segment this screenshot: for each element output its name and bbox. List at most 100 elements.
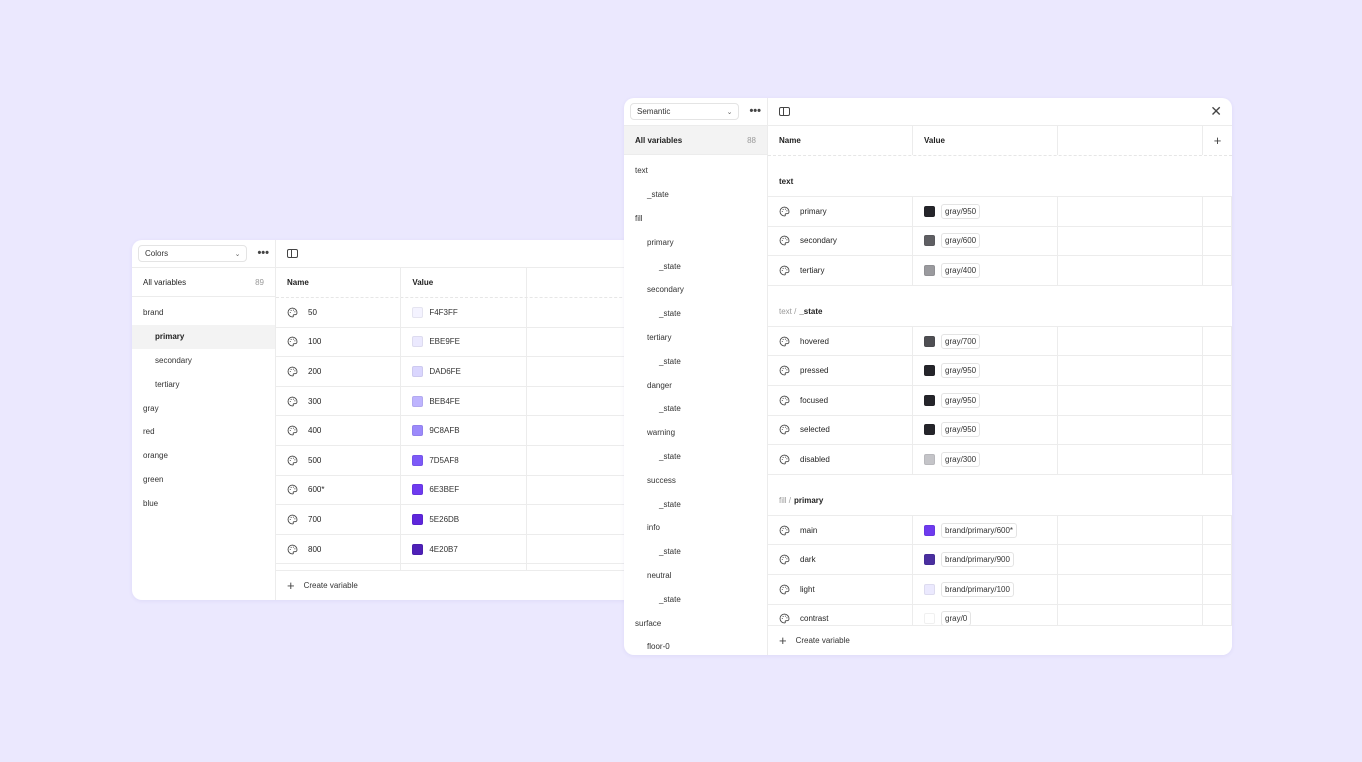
- table-row[interactable]: 800 4E20B7: [276, 534, 652, 565]
- toggle-sidebar-icon[interactable]: [287, 249, 298, 258]
- tree-item[interactable]: _state: [624, 397, 767, 421]
- table-row[interactable]: secondary gray/600: [768, 226, 1232, 257]
- color-swatch[interactable]: [924, 394, 935, 406]
- table-row[interactable]: 700 5E26DB: [276, 505, 652, 535]
- tree-item[interactable]: danger: [624, 373, 767, 397]
- variable-name[interactable]: 200: [308, 366, 322, 376]
- color-swatch[interactable]: [412, 513, 424, 525]
- tree-item[interactable]: orange: [132, 444, 275, 468]
- close-icon[interactable]: ✕: [1210, 103, 1222, 119]
- value-cell[interactable]: brand/primary/600*: [913, 515, 1058, 545]
- variable-name[interactable]: hovered: [800, 336, 829, 346]
- variable-name[interactable]: pressed: [800, 366, 829, 376]
- color-swatch[interactable]: [412, 484, 424, 496]
- color-swatch[interactable]: [924, 453, 935, 465]
- value-cell[interactable]: 6E3BEF: [401, 475, 527, 505]
- variable-name[interactable]: dark: [800, 555, 816, 565]
- tree-item[interactable]: _state: [624, 540, 767, 564]
- value-cell[interactable]: gray/300: [913, 445, 1058, 474]
- variable-name[interactable]: disabled: [800, 454, 830, 464]
- color-swatch[interactable]: [924, 205, 935, 217]
- tree-item[interactable]: green: [132, 468, 275, 492]
- tree-item[interactable]: success: [624, 468, 767, 492]
- value-cell[interactable]: 7D5AF8: [401, 445, 527, 475]
- tree-item[interactable]: _state: [624, 349, 767, 373]
- table-row[interactable]: dark brand/primary/900: [768, 545, 1232, 575]
- color-swatch[interactable]: [924, 613, 935, 625]
- table-row[interactable]: pressed gray/950: [768, 356, 1232, 386]
- tree-item[interactable]: secondary: [624, 278, 767, 302]
- color-swatch[interactable]: [412, 365, 424, 377]
- toggle-sidebar-icon[interactable]: [779, 107, 790, 116]
- value-cell[interactable]: brand/primary/100: [913, 574, 1058, 604]
- color-swatch[interactable]: [412, 395, 424, 407]
- tree-item[interactable]: fill: [624, 207, 767, 231]
- variable-name[interactable]: contrast: [800, 614, 829, 624]
- table-row[interactable]: light brand/primary/100: [768, 574, 1232, 605]
- table-row[interactable]: tertiary gray/400: [768, 256, 1232, 286]
- table-row[interactable]: 200 DAD6FE: [276, 357, 652, 387]
- tree-item[interactable]: tertiary: [624, 326, 767, 350]
- color-swatch[interactable]: [412, 543, 424, 555]
- variable-name[interactable]: main: [800, 525, 818, 535]
- variable-name[interactable]: 700: [308, 514, 322, 524]
- table-row[interactable]: 100 EBE9FE: [276, 327, 652, 358]
- value-cell[interactable]: EBE9FE: [401, 327, 527, 357]
- value-cell[interactable]: 9C8AFB: [401, 416, 527, 445]
- table-row[interactable]: selected gray/950: [768, 415, 1232, 446]
- table-row[interactable]: 600* 6E3BEF: [276, 475, 652, 506]
- tree-item[interactable]: warning: [624, 421, 767, 445]
- tree-item[interactable]: floor-0: [624, 635, 767, 655]
- variable-name[interactable]: 400: [308, 426, 322, 436]
- value-cell[interactable]: gray/950: [913, 385, 1058, 415]
- tree-item[interactable]: brand: [132, 301, 275, 325]
- color-swatch[interactable]: [924, 365, 935, 377]
- tree-item[interactable]: red: [132, 420, 275, 444]
- variable-name[interactable]: light: [800, 584, 815, 594]
- tree-item[interactable]: primary: [624, 230, 767, 254]
- table-row[interactable]: 500 7D5AF8: [276, 445, 652, 476]
- value-cell[interactable]: 5E26DB: [401, 505, 527, 534]
- color-swatch[interactable]: [924, 583, 935, 595]
- more-options-icon[interactable]: •••: [749, 105, 761, 117]
- tree-item[interactable]: primary: [132, 324, 275, 349]
- table-row[interactable]: 400 9C8AFB: [276, 416, 652, 446]
- variable-name[interactable]: secondary: [800, 236, 837, 246]
- collection-select[interactable]: Colors ⌄: [138, 245, 248, 262]
- color-swatch[interactable]: [412, 336, 424, 348]
- all-variables-item[interactable]: All variables 88: [624, 126, 767, 155]
- color-swatch[interactable]: [924, 424, 935, 436]
- value-cell[interactable]: 4E20B7: [401, 534, 527, 564]
- table-row[interactable]: disabled gray/300: [768, 445, 1232, 475]
- color-swatch[interactable]: [924, 264, 935, 276]
- tree-item[interactable]: surface: [624, 611, 767, 635]
- tree-item[interactable]: neutral: [624, 564, 767, 588]
- more-options-icon[interactable]: •••: [257, 247, 269, 259]
- table-row[interactable]: primary gray/950: [768, 197, 1232, 227]
- tree-item[interactable]: text: [624, 159, 767, 183]
- value-cell[interactable]: brand/primary/900: [913, 545, 1058, 574]
- variable-name[interactable]: primary: [800, 206, 827, 216]
- tree-item[interactable]: _state: [624, 492, 767, 516]
- all-variables-item[interactable]: All variables 89: [132, 268, 275, 297]
- value-cell[interactable]: gray/950: [913, 197, 1058, 226]
- table-row[interactable]: contrast gray/0: [768, 604, 1232, 625]
- value-cell[interactable]: gray/950: [913, 356, 1058, 385]
- tree-item[interactable]: _state: [624, 445, 767, 469]
- variable-name[interactable]: 800: [308, 544, 322, 554]
- create-variable-button[interactable]: + Create variable: [768, 625, 1232, 655]
- tree-item[interactable]: _state: [624, 183, 767, 207]
- table-row[interactable]: 50 F4F3FF: [276, 298, 652, 328]
- table-row[interactable]: focused gray/950: [768, 385, 1232, 416]
- value-cell[interactable]: gray/0: [913, 604, 1058, 625]
- table-row[interactable]: main brand/primary/600*: [768, 515, 1232, 546]
- variable-name[interactable]: 50: [308, 307, 317, 317]
- add-mode-button[interactable]: +: [1213, 133, 1222, 148]
- color-swatch[interactable]: [412, 454, 424, 466]
- variable-name[interactable]: selected: [800, 425, 830, 435]
- variable-name[interactable]: tertiary: [800, 265, 825, 275]
- value-cell[interactable]: gray/600: [913, 226, 1058, 256]
- color-swatch[interactable]: [924, 235, 935, 247]
- collection-select[interactable]: Semantic ⌄: [630, 103, 740, 120]
- value-cell[interactable]: gray/400: [913, 256, 1058, 285]
